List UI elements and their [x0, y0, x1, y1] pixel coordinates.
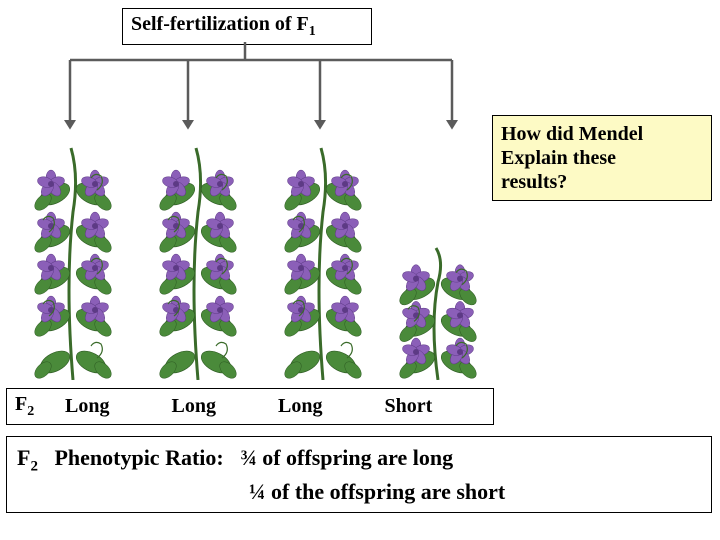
pea-plant-tall — [143, 140, 253, 380]
title-sub: 1 — [309, 24, 316, 39]
ratio-frac2: ¼ — [249, 479, 266, 504]
f2-phenotype-1: Long — [166, 395, 273, 418]
question-line2: Explain these — [501, 146, 703, 170]
pea-plant-tall — [18, 140, 128, 380]
f2-phenotype-2: Long — [272, 395, 379, 418]
f2-phenotype-0: Long — [59, 395, 166, 418]
f2-prefix: F — [15, 393, 27, 415]
title-box: Self-fertilization of F1 — [122, 8, 372, 45]
ratio-prefix: F — [17, 445, 30, 470]
f2-phenotype-3: Short — [379, 395, 486, 418]
f2-label: F2 — [15, 393, 59, 420]
plants-row — [10, 130, 490, 380]
ratio-text1-val: of offspring are long — [262, 445, 453, 470]
f2-row: F2 LongLongLongShort — [6, 388, 494, 425]
branching-arrows — [60, 42, 460, 132]
f2-sub: 2 — [27, 404, 34, 419]
ratio-label: Phenotypic Ratio: — [54, 445, 223, 470]
ratio-line1: F2 Phenotypic Ratio: ¾ of offspring are … — [17, 443, 701, 477]
ratio-line2: ¼ of the offspring are short — [17, 477, 701, 507]
question-line1: How did Mendel — [501, 122, 703, 146]
ratio-box: F2 Phenotypic Ratio: ¾ of offspring are … — [6, 436, 712, 513]
question-line3: results? — [501, 170, 703, 194]
title-text: Self-fertilization of F — [131, 13, 309, 35]
ratio-text2-val: of the offspring are short — [271, 479, 505, 504]
pea-plant-tall — [268, 140, 378, 380]
ratio-frac1: ¾ — [240, 445, 257, 470]
ratio-sub: 2 — [30, 458, 38, 474]
question-box: How did Mendel Explain these results? — [492, 115, 712, 201]
pea-plant-short — [393, 240, 483, 380]
